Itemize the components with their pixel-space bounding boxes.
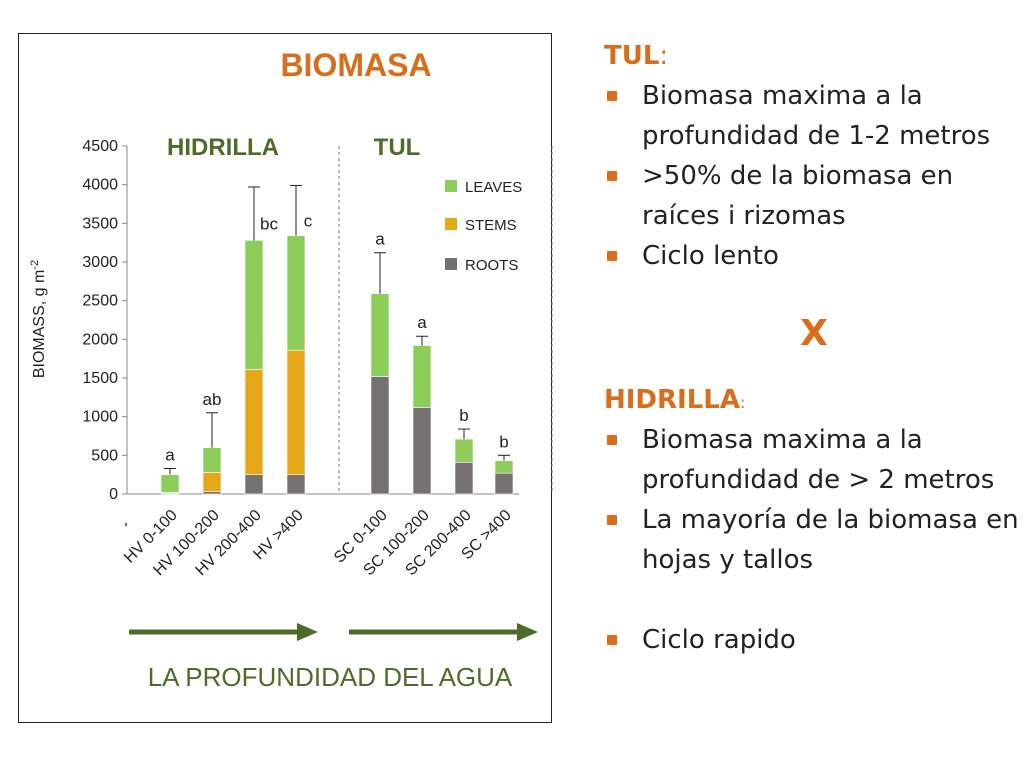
significance-label: b [499, 432, 508, 451]
versus-mark: X [800, 313, 828, 354]
bar-segment-roots [286, 474, 306, 495]
bullet-square-icon [607, 91, 617, 101]
legend-label-leaves: LEAVES [465, 179, 522, 196]
tul-bullet: >50% de la biomasa en raíces i rizomas [604, 156, 1019, 236]
bullet-square-icon [607, 635, 617, 645]
summary-panel: TUL: Biomasa maxima a la profundidad de … [604, 36, 1019, 660]
bullet-square-icon [607, 435, 617, 445]
bar-segment-leaves [286, 235, 306, 351]
hidrilla-bullet-list-2: Ciclo rapido [604, 620, 1019, 660]
legend-swatch-leaves [445, 180, 457, 192]
group-label-tul: TUL [374, 134, 421, 161]
tul-heading: TUL: [604, 41, 669, 71]
significance-label: ab [203, 390, 222, 409]
bullet-square-icon [607, 251, 617, 261]
bar-segment-roots [412, 407, 432, 495]
bar-segment-roots [454, 461, 474, 495]
hidrilla-heading: HIDRILLA: [604, 385, 746, 415]
bar-segment-roots [494, 472, 514, 495]
depth-arrow-head-icon [517, 623, 538, 641]
bar-segment-roots [370, 376, 390, 495]
tul-bullet-list: Biomasa maxima a la profundidad de 1-2 m… [604, 76, 1019, 276]
bar-segment-leaves [202, 447, 222, 473]
bar-segment-leaves [160, 474, 180, 493]
y-axis-label: BIOMASS, g m-2 [29, 260, 48, 378]
hidrilla-bullet: Ciclo rapido [604, 620, 1019, 660]
bar-segment-leaves [494, 460, 514, 474]
tul-bullet: Biomasa maxima a la profundidad de 1-2 m… [604, 76, 1019, 156]
bullet-square-icon [607, 171, 617, 181]
bar-segment-stems [244, 369, 264, 475]
x-axis-label: LA PROFUNDIDAD DEL AGUA [148, 662, 513, 692]
tul-bullet: Ciclo lento [604, 236, 1019, 276]
bar-segment-stems [286, 349, 306, 475]
biomass-chart: BIOMASA 0 500 1000 1500 2000 2500 3000 3500 4000 4… [29, 47, 553, 692]
significance-label: a [417, 313, 427, 332]
y-tick-label: 4000 [82, 177, 118, 194]
bar-segment-roots [244, 474, 264, 495]
y-tick-label: 2500 [82, 293, 118, 310]
legend-label-roots: ROOTS [465, 257, 518, 274]
chart-panel: BIOMASA 0 500 1000 1500 2000 2500 3000 3500 4000 4… [18, 33, 553, 723]
significance-label: c [304, 211, 313, 230]
hidrilla-bullet: Biomasa maxima a la profundidad de > 2 m… [604, 420, 1019, 500]
x-tick-label: ' [124, 521, 127, 538]
bar-segment-leaves [454, 438, 474, 463]
y-tick-label: 3000 [82, 254, 118, 271]
bar-segment-leaves [244, 240, 264, 370]
bar-segment-roots [202, 491, 222, 495]
group-label-hidrilla: HIDRILLA [167, 134, 279, 161]
hidrilla-bullet-list: Biomasa maxima a la profundidad de > 2 m… [604, 420, 1019, 580]
legend-swatch-stems [445, 218, 457, 230]
bar-segment-leaves [370, 293, 390, 377]
y-tick-label: 4500 [82, 138, 118, 155]
legend-label-stems: STEMS [465, 217, 517, 234]
significance-label: b [459, 406, 468, 425]
bar-segment-stems [202, 472, 222, 492]
y-tick-label: 500 [91, 447, 118, 464]
significance-label: bc [260, 215, 278, 234]
bar-segment-leaves [412, 345, 432, 408]
significance-label: a [165, 445, 175, 464]
y-tick-label: 2000 [82, 331, 118, 348]
significance-label: a [375, 230, 385, 249]
bullet-square-icon [607, 515, 617, 525]
y-tick-label: 3500 [82, 215, 118, 232]
hidrilla-bullet: La mayoría de la biomasa en hojas y tall… [604, 500, 1019, 580]
y-tick-label: 0 [109, 486, 118, 503]
chart-title: BIOMASA [280, 47, 431, 83]
legend-swatch-roots [445, 258, 457, 270]
y-tick-label: 1500 [82, 370, 118, 387]
depth-arrow-head-icon [297, 623, 318, 641]
y-tick-label: 1000 [82, 409, 118, 426]
